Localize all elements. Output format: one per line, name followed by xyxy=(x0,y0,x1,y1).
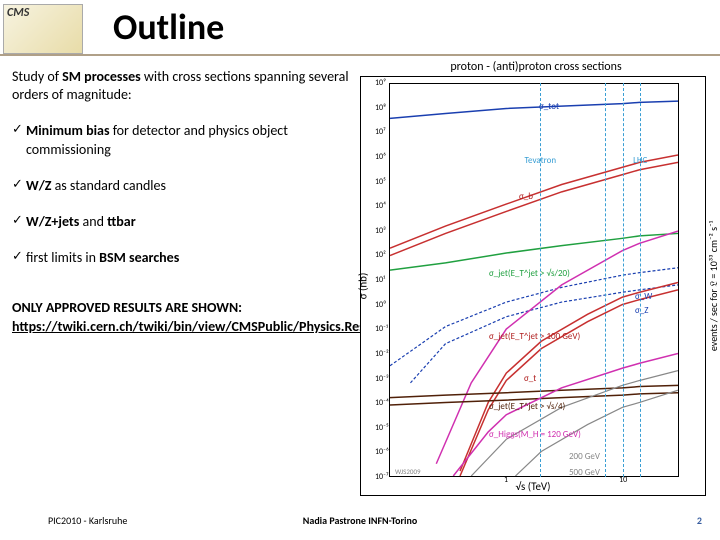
cms-logo: CMS xyxy=(3,4,83,54)
chart-annotation: σ_jet(E_T^jet > √s/20) xyxy=(489,268,570,279)
chart-curves xyxy=(390,84,678,476)
y-tick: 10⁵ xyxy=(375,177,386,187)
slide-header: CMS Outline xyxy=(0,0,720,56)
y-tick: 10⁻³ xyxy=(375,374,389,384)
slide-content: Study of SM processes with cross section… xyxy=(0,56,720,504)
chart-annotation: σ_tot xyxy=(539,101,559,112)
collider-label: LHC xyxy=(633,155,647,166)
y-tick: 10⁻⁶ xyxy=(375,447,389,457)
approved-block: ONLY APPROVED RESULTS ARE SHOWN: https:/… xyxy=(12,299,352,335)
y-tick: 10⁹ xyxy=(375,78,386,88)
intro-text: Study of SM processes with cross section… xyxy=(12,68,352,104)
curve-sigma_W xyxy=(390,268,678,366)
y-tick: 10⁻⁷ xyxy=(375,472,389,482)
chart-annotation: WJS2009 xyxy=(395,467,421,476)
x-tick: 1 xyxy=(504,475,508,485)
chart-annotation: σ_Z xyxy=(635,305,648,316)
chart-annotation: σ_jet(E_T^jet > √s/4) xyxy=(489,401,565,412)
curve-sigma_tot xyxy=(390,101,678,118)
cross-section-chart: σ (nb) events / sec for 𝔏 = 10³³ cm⁻² s⁻… xyxy=(360,76,706,496)
curve-sigma_t_dn xyxy=(460,290,678,476)
chart-annotation: σ_jet(E_T^jet > 100 GeV) xyxy=(489,331,580,342)
y-tick: 10⁴ xyxy=(375,201,386,211)
plot-area xyxy=(389,83,679,477)
collider-vline xyxy=(623,83,624,477)
chart-annotation: 200 GeV xyxy=(569,451,600,462)
approved-link[interactable]: https://twiki.cern.ch/twiki/bin/view/CMS… xyxy=(12,318,386,335)
y-tick: 10³ xyxy=(375,226,386,236)
right-column: proton - (anti)proton cross sections σ (… xyxy=(360,56,720,504)
collider-vline xyxy=(640,83,641,477)
y-tick: 10⁰ xyxy=(375,300,386,310)
logo-text: CMS xyxy=(7,6,29,20)
y-tick: 10² xyxy=(375,250,386,260)
chart-annotation: σ_Higgs(M_H = 120 GeV) xyxy=(489,429,581,440)
footer-center: Nadia Pastrone INFN-Torino xyxy=(303,514,417,527)
bullet-item: first limits in BSM searches xyxy=(12,249,352,267)
curve-sigma_b_dn xyxy=(390,162,678,255)
curve-sigma_jet_s4 xyxy=(390,385,678,397)
bullet-item: W/Z+jets and ttbar xyxy=(12,213,352,231)
bullet-list: Minimum bias for detector and physics ob… xyxy=(12,122,352,267)
bullet-item: Minimum bias for detector and physics ob… xyxy=(12,122,352,158)
collider-vline xyxy=(605,83,606,477)
slide-footer: PIC2010 - Karlsruhe Nadia Pastrone INFN-… xyxy=(0,514,720,534)
left-column: Study of SM processes with cross section… xyxy=(0,56,360,504)
y-axis2-label: events / sec for 𝔏 = 10³³ cm⁻² s⁻¹ xyxy=(707,221,720,351)
y-axis-label: σ (nb) xyxy=(357,273,370,300)
approved-label: ONLY APPROVED RESULTS ARE SHOWN: xyxy=(12,299,242,316)
curve-sigma_H120 xyxy=(453,354,678,476)
y-tick: 10⁶ xyxy=(375,152,386,162)
slide-title: Outline xyxy=(113,5,224,49)
y-tick: 10⁻⁵ xyxy=(375,423,389,433)
chart-title: proton - (anti)proton cross sections xyxy=(360,60,712,74)
y-tick: 10⁻¹ xyxy=(375,324,388,334)
collider-vline xyxy=(540,83,541,477)
footer-left: PIC2010 - Karlsruhe xyxy=(48,514,127,527)
chart-annotation: σ_t xyxy=(524,373,536,384)
x-axis-label: √s (TeV) xyxy=(515,480,550,493)
y-tick: 10¹ xyxy=(375,275,385,285)
y-tick: 10⁷ xyxy=(375,127,386,137)
y-tick: 10⁻² xyxy=(375,349,389,359)
y-tick: 10⁸ xyxy=(375,103,386,113)
collider-label: Tevatron xyxy=(524,155,556,166)
footer-page-number: 2 xyxy=(697,514,702,527)
chart-annotation: σ_b xyxy=(519,191,533,202)
y-tick: 10⁻⁴ xyxy=(375,398,389,408)
chart-annotation: σ_W xyxy=(635,291,652,302)
chart-annotation: 500 GeV xyxy=(569,467,600,478)
bullet-item: W/Z as standard candles xyxy=(12,177,352,195)
